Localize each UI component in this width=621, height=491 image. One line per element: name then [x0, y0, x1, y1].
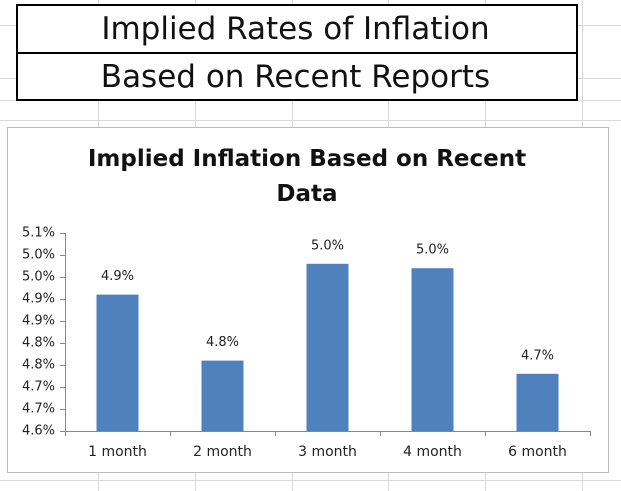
- y-tick-label: 4.9%: [22, 314, 55, 329]
- header-line: Implied Rates of Inflation: [101, 11, 490, 47]
- x-tick-label: 2 month: [193, 444, 252, 460]
- y-tick-label: 4.7%: [22, 402, 55, 417]
- y-tick-label: 4.7%: [22, 380, 55, 395]
- y-tick-label: 5.0%: [22, 248, 55, 263]
- value-label: 4.9%: [101, 269, 134, 284]
- value-label: 5.0%: [311, 238, 344, 253]
- bar: [411, 268, 454, 431]
- value-label: 4.8%: [206, 335, 239, 350]
- header-box: [16, 4, 578, 54]
- x-tick-label: 1 month: [88, 444, 147, 460]
- bar: [306, 263, 349, 431]
- y-tick-label: 4.8%: [22, 358, 55, 373]
- bar: [201, 360, 244, 431]
- y-tick-label: 5.1%: [22, 226, 55, 241]
- chart-title: Implied Inflation Based on Recent Data: [87, 146, 527, 207]
- header-box: [16, 52, 578, 101]
- x-tick-label: 6 month: [508, 444, 567, 460]
- y-tick-label: 5.0%: [22, 270, 55, 285]
- x-tick-label: 3 month: [298, 444, 357, 460]
- bar: [96, 294, 139, 431]
- y-tick-label: 4.9%: [22, 292, 55, 307]
- y-tick-label: 4.8%: [22, 336, 55, 351]
- x-tick-label: 4 month: [403, 444, 462, 460]
- header-line: Based on Recent Reports: [100, 59, 491, 95]
- value-label: 5.0%: [416, 243, 449, 258]
- value-label: 4.7%: [521, 348, 554, 363]
- y-tick-label: 4.6%: [22, 424, 55, 439]
- bar: [516, 373, 559, 431]
